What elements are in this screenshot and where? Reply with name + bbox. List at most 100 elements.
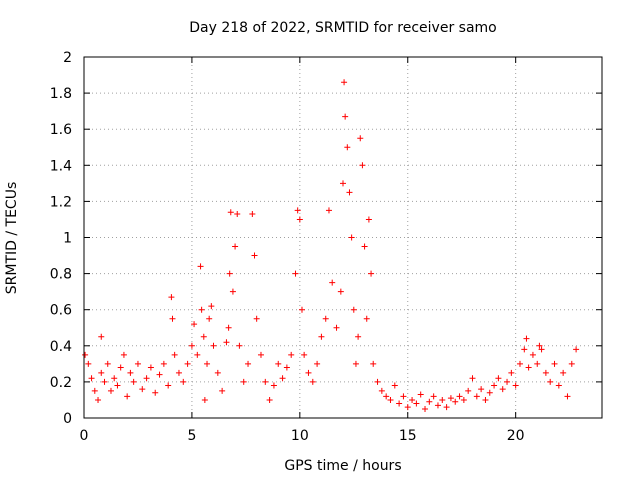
data-point: [447, 395, 454, 402]
data-point: [512, 382, 519, 389]
data-point: [529, 351, 536, 358]
data-point: [363, 315, 370, 322]
data-point: [251, 252, 258, 259]
data-point: [249, 211, 256, 218]
data-point: [120, 351, 127, 358]
data-point: [98, 333, 105, 340]
data-point: [175, 369, 182, 376]
data-point: [152, 389, 159, 396]
data-point: [365, 216, 372, 223]
data-point: [383, 393, 390, 400]
data-point: [434, 402, 441, 409]
data-point: [169, 315, 176, 322]
data-point: [188, 342, 195, 349]
data-point: [391, 382, 398, 389]
data-point: [104, 360, 111, 367]
data-point: [322, 315, 329, 322]
data-point: [257, 351, 264, 358]
data-point: [426, 398, 433, 405]
data-point: [333, 324, 340, 331]
data-point: [208, 303, 215, 310]
data-point: [82, 351, 89, 358]
data-point: [279, 375, 286, 382]
data-point: [275, 360, 282, 367]
data-point: [171, 351, 178, 358]
data-point: [160, 360, 167, 367]
data-point: [107, 387, 114, 394]
tick-labels: 00.20.40.60.811.21.41.61.820 5 10 15 20: [50, 50, 525, 444]
data-point: [305, 369, 312, 376]
data-point: [368, 270, 375, 277]
data-point: [465, 387, 472, 394]
data-point: [95, 396, 102, 403]
y-tick-label: 1.4: [50, 158, 72, 174]
data-point: [439, 396, 446, 403]
data-point: [469, 375, 476, 382]
data-point: [229, 288, 236, 295]
data-point: [573, 346, 580, 353]
data-point: [200, 333, 207, 340]
data-point: [191, 321, 198, 328]
plot-frame: [83, 56, 603, 419]
data-point: [350, 306, 357, 313]
data-point: [236, 342, 243, 349]
data-point: [165, 382, 172, 389]
data-point: [214, 369, 221, 376]
data-point: [337, 288, 344, 295]
data-point: [117, 364, 124, 371]
y-tick-label: 1.2: [50, 194, 72, 210]
data-point: [296, 216, 303, 223]
data-point: [564, 393, 571, 400]
data-point: [370, 360, 377, 367]
data-point: [555, 382, 562, 389]
y-tick-label: 1.8: [50, 86, 72, 102]
data-point: [508, 369, 515, 376]
data-point: [516, 360, 523, 367]
chart-title: Day 218 of 2022, SRMTID for receiver sam…: [189, 20, 497, 36]
data-point: [413, 400, 420, 407]
y-tick-label: 0: [63, 411, 72, 427]
x-axis-label: GPS time / hours: [284, 458, 401, 474]
data-point: [452, 398, 459, 405]
data-point: [184, 360, 191, 367]
data-point: [91, 387, 98, 394]
data-point: [473, 393, 480, 400]
data-point: [127, 369, 134, 376]
data-point: [147, 364, 154, 371]
data-point: [168, 294, 175, 301]
y-tick-label: 1.6: [50, 122, 72, 138]
data-point: [180, 378, 187, 385]
data-point: [101, 378, 108, 385]
data-point: [223, 339, 230, 346]
data-points: [82, 79, 580, 412]
x-tick-label: 20: [507, 428, 525, 444]
data-point: [139, 386, 146, 393]
data-point: [361, 243, 368, 250]
data-point: [134, 360, 141, 367]
data-point: [525, 364, 532, 371]
data-point: [124, 393, 131, 400]
data-point: [348, 234, 355, 241]
data-point: [422, 405, 429, 412]
y-tick-label: 1: [63, 231, 72, 247]
data-point: [270, 382, 277, 389]
data-point: [240, 378, 247, 385]
data-point: [538, 346, 545, 353]
data-point: [341, 79, 348, 86]
data-point: [460, 396, 467, 403]
data-point: [283, 364, 290, 371]
data-point: [194, 351, 201, 358]
data-point: [130, 378, 137, 385]
data-point: [219, 387, 226, 394]
data-point: [292, 270, 299, 277]
data-point: [340, 180, 346, 187]
data-point: [298, 306, 305, 313]
data-point: [210, 342, 217, 349]
data-point: [346, 189, 353, 196]
x-tick-label: 0: [80, 428, 89, 444]
y-tick-label: 0.2: [50, 375, 72, 391]
data-point: [294, 207, 301, 214]
data-point: [478, 386, 485, 393]
